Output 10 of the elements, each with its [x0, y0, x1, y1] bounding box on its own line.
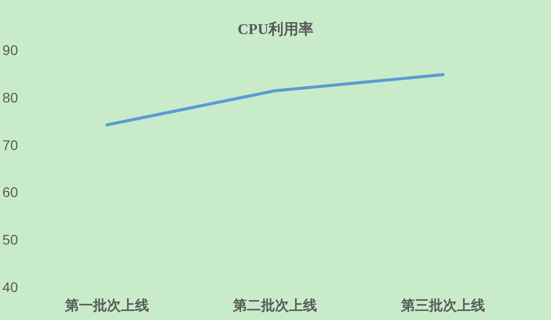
x-tick-label: 第一批次上线 [64, 298, 149, 314]
chart-title: CPU利用率 [238, 20, 314, 38]
x-tick-label: 第二批次上线 [232, 298, 317, 314]
y-tick-label: 50 [2, 232, 18, 248]
y-tick-label: 80 [2, 89, 18, 106]
y-tick-label: 70 [2, 136, 18, 153]
y-tick-label: 90 [2, 42, 18, 58]
x-tick-label: 第三批次上线 [400, 298, 485, 314]
y-tick-label: 60 [2, 184, 18, 200]
y-tick-label: 40 [2, 279, 18, 295]
